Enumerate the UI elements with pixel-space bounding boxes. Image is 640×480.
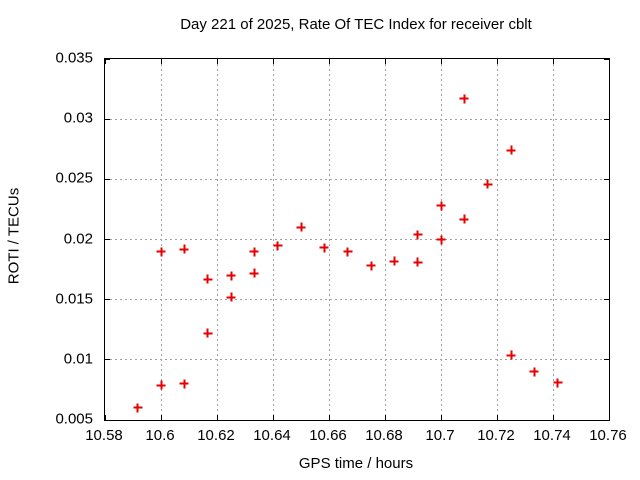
x-axis-tick — [384, 415, 386, 420]
data-point-marker — [179, 379, 189, 389]
grid-line-horizontal — [105, 359, 609, 361]
x-axis-tick — [552, 59, 554, 64]
data-point-marker — [226, 292, 236, 302]
x-axis-tick — [104, 415, 106, 420]
x-axis-tick — [216, 59, 218, 64]
x-tick-label: 10.6 — [145, 427, 175, 444]
x-axis-tick — [384, 59, 386, 64]
x-axis-tick — [608, 415, 610, 420]
x-axis-tick — [552, 415, 554, 420]
x-axis-tick — [328, 415, 330, 420]
x-tick-label: 10.7 — [425, 427, 455, 444]
grid-line-horizontal — [105, 299, 609, 301]
data-point-marker — [156, 247, 166, 257]
x-axis-tick — [160, 59, 162, 64]
plot-area — [104, 58, 610, 421]
y-tick-label: 0.03 — [63, 109, 93, 127]
x-axis-tick — [272, 415, 274, 420]
data-point-marker — [413, 257, 423, 267]
chart-title: Day 221 of 2025, Rate Of TEC Index for r… — [180, 16, 532, 33]
data-point-marker — [459, 94, 469, 104]
data-point-marker — [436, 201, 446, 211]
x-axis-tick — [216, 415, 218, 420]
data-point-marker — [413, 230, 423, 240]
data-point-marker — [156, 380, 166, 390]
y-axis-tick — [604, 419, 609, 421]
grid-line-horizontal — [105, 118, 609, 120]
data-point-marker — [553, 378, 563, 388]
x-tick-label: 10.62 — [197, 427, 235, 444]
x-axis-tick — [440, 415, 442, 420]
data-point-marker — [133, 403, 143, 413]
data-point-marker — [319, 243, 329, 253]
y-axis-tick — [604, 178, 609, 180]
y-axis-tick — [105, 118, 110, 120]
x-tick-label: 10.64 — [253, 427, 291, 444]
y-axis-tick — [105, 419, 110, 421]
y-axis-tick — [604, 58, 609, 60]
x-axis-tick — [440, 59, 442, 64]
y-axis-tick — [105, 58, 110, 60]
data-point-marker — [296, 222, 306, 232]
x-axis-label: GPS time / hours — [298, 455, 414, 472]
data-point-marker — [529, 367, 539, 377]
grid-line-horizontal — [105, 239, 609, 240]
data-point-marker — [506, 350, 516, 360]
grid-line-horizontal — [105, 178, 609, 180]
data-point-marker — [366, 261, 376, 271]
y-axis-tick — [105, 299, 110, 301]
y-axis-tick — [604, 359, 609, 361]
data-point-marker — [273, 241, 283, 251]
data-point-marker — [203, 274, 213, 284]
data-point-marker — [249, 268, 259, 278]
y-tick-label: 0.005 — [55, 410, 93, 428]
data-point-marker — [483, 179, 493, 189]
y-tick-label: 0.01 — [63, 350, 93, 368]
x-axis-tick — [496, 59, 498, 64]
y-tick-label: 0.025 — [55, 169, 93, 187]
data-point-marker — [249, 247, 259, 257]
x-tick-label: 10.74 — [533, 427, 571, 444]
x-axis-tick — [272, 59, 274, 64]
x-tick-label: 10.76 — [589, 427, 627, 444]
data-point-marker — [459, 214, 469, 224]
x-axis-tick — [496, 415, 498, 420]
y-tick-label: 0.02 — [63, 230, 93, 247]
y-tick-label: 0.035 — [55, 49, 93, 67]
x-axis-tick — [608, 59, 610, 64]
y-axis-tick — [604, 239, 609, 240]
data-point-marker — [343, 247, 353, 257]
x-axis-tick — [160, 415, 162, 420]
y-axis-tick — [604, 118, 609, 120]
y-axis-tick — [105, 178, 110, 180]
data-point-marker — [203, 328, 213, 338]
x-tick-label: 10.72 — [477, 427, 515, 444]
x-axis-tick — [328, 59, 330, 64]
data-point-marker — [179, 244, 189, 254]
y-axis-tick — [105, 239, 110, 240]
data-point-marker — [226, 271, 236, 281]
x-axis-tick — [104, 59, 106, 64]
x-tick-label: 10.58 — [85, 427, 123, 444]
y-tick-label: 0.015 — [55, 290, 93, 308]
x-tick-label: 10.66 — [309, 427, 347, 444]
x-tick-label: 10.68 — [365, 427, 403, 444]
y-axis-tick — [105, 359, 110, 361]
data-point-marker — [506, 145, 516, 155]
data-point-marker — [436, 235, 446, 244]
y-axis-tick — [604, 299, 609, 301]
data-point-marker — [389, 256, 399, 266]
